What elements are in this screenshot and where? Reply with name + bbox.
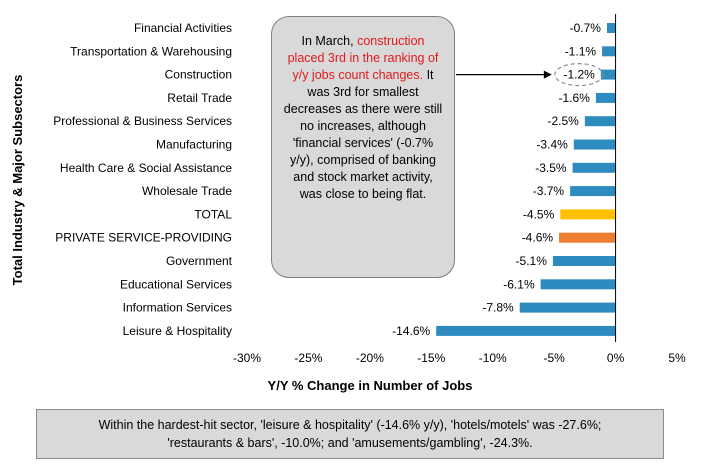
data-label-leisure-and-hospitality: -14.6% bbox=[392, 324, 430, 338]
callout-text-rest: It was 3rd for smallest decreases as the… bbox=[283, 68, 443, 201]
category-labels: Financial Activities Transportation & War… bbox=[53, 21, 232, 338]
x-tick-label: -25% bbox=[294, 351, 322, 365]
x-axis-title: Y/Y % Change in Number of Jobs bbox=[268, 378, 473, 393]
data-label-construction: -1.2% bbox=[563, 68, 595, 82]
x-tick-label: -5% bbox=[543, 351, 565, 365]
callout-box: In March, construction placed 3rd in the… bbox=[271, 16, 455, 278]
data-label-information-services: -7.8% bbox=[482, 301, 514, 315]
data-label-retail-trade: -1.6% bbox=[559, 91, 591, 105]
footnote-line-1: Within the hardest-hit sector, 'leisure … bbox=[98, 418, 602, 432]
category-label-manufacturing: Manufacturing bbox=[156, 138, 232, 152]
bar-retail-trade bbox=[595, 92, 616, 103]
bar-professional-and-business-services bbox=[584, 116, 616, 127]
bar-leisure-and-hospitality bbox=[436, 325, 616, 336]
callout-arrow-head bbox=[543, 70, 552, 79]
x-tick-label: -30% bbox=[233, 351, 261, 365]
bar-transportation-and-warehousing bbox=[602, 46, 616, 57]
category-label-retail-trade: Retail Trade bbox=[167, 91, 232, 105]
bar-health-care-and-social-assistance bbox=[572, 162, 616, 173]
category-label-financial-activities: Financial Activities bbox=[134, 21, 232, 35]
bar-construction bbox=[600, 69, 616, 80]
data-label-financial-activities: -0.7% bbox=[570, 21, 602, 35]
category-label-wholesale-trade: Wholesale Trade bbox=[142, 184, 232, 198]
category-label-educational-services: Educational Services bbox=[120, 277, 232, 291]
construction-highlight-ring bbox=[554, 62, 604, 87]
category-label-total: TOTAL bbox=[194, 207, 232, 221]
category-label-transportation-and-warehousing: Transportation & Warehousing bbox=[70, 44, 232, 58]
category-label-government: Government bbox=[166, 254, 233, 268]
x-tick-label: 0% bbox=[607, 351, 625, 365]
data-label-total: -4.5% bbox=[523, 207, 555, 221]
data-label-health-care-and-social-assistance: -3.5% bbox=[535, 161, 567, 175]
data-label-transportation-and-warehousing: -1.1% bbox=[565, 44, 597, 58]
x-tick-label: -10% bbox=[479, 351, 507, 365]
bar-government bbox=[552, 256, 616, 266]
footnote-line-2: 'restaurants & bars', -10.0%; and 'amuse… bbox=[167, 436, 533, 450]
x-tick-label: -20% bbox=[356, 351, 384, 365]
bar-information-services bbox=[519, 302, 616, 313]
data-label-manufacturing: -3.4% bbox=[536, 138, 568, 152]
callout-text-intro: In March, bbox=[301, 34, 358, 48]
bar-financial-activities bbox=[606, 23, 616, 33]
bar-wholesale-trade bbox=[570, 186, 616, 197]
data-label-government: -5.1% bbox=[516, 254, 548, 268]
category-label-construction: Construction bbox=[165, 68, 232, 82]
bars-group bbox=[436, 23, 616, 336]
footnote-box: Within the hardest-hit sector, 'leisure … bbox=[36, 409, 664, 459]
callout-highlight-text: construction placed 3rd in the ranking o… bbox=[287, 34, 439, 82]
bar-manufacturing bbox=[573, 139, 616, 150]
bar-educational-services bbox=[540, 279, 616, 290]
data-label-educational-services: -6.1% bbox=[503, 277, 535, 291]
x-tick-label: -15% bbox=[417, 351, 445, 365]
category-label-leisure-and-hospitality: Leisure & Hospitality bbox=[123, 324, 232, 338]
category-label-information-services: Information Services bbox=[123, 301, 232, 315]
data-labels: -0.7% -1.1% -1.2% -1.6% -2.5% -3.4% -3.5% -3.7%… bbox=[392, 21, 601, 338]
data-label-professional-and-business-services: -2.5% bbox=[547, 114, 579, 128]
data-label-private-service-providing: -4.6% bbox=[522, 231, 554, 245]
category-label-private-service-providing: PRIVATE SERVICE-PROVIDING bbox=[55, 231, 232, 245]
bar-private-service-providing bbox=[559, 232, 616, 243]
x-tick-label: 5% bbox=[668, 351, 686, 365]
bar-total bbox=[560, 209, 616, 220]
y-axis-title: Total Industry & Major Subsectors bbox=[10, 75, 25, 286]
data-label-wholesale-trade: -3.7% bbox=[533, 184, 565, 198]
category-label-professional-and-business-services: Professional & Business Services bbox=[53, 114, 232, 128]
x-tick-labels: -30% -25% -20% -15% -10% -5% 0% 5% bbox=[233, 351, 686, 365]
category-label-health-care-and-social-assistance: Health Care & Social Assistance bbox=[60, 161, 232, 175]
